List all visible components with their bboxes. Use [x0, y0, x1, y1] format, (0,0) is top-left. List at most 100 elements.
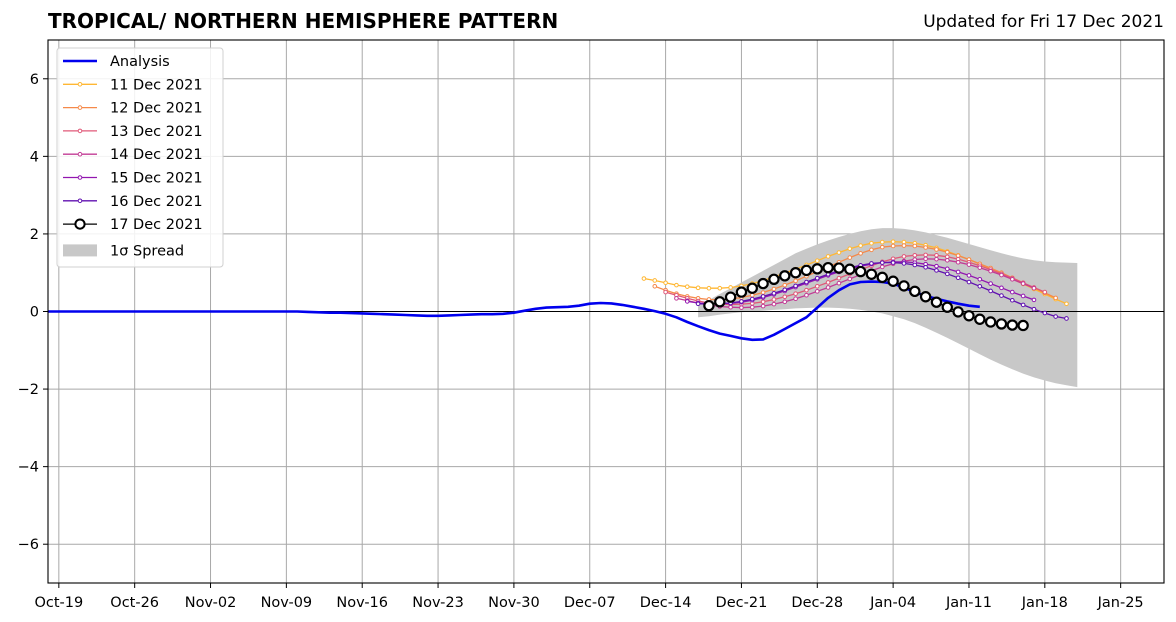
forecast-point — [652, 278, 658, 283]
forecast-point — [814, 275, 820, 281]
legend-label: 15 Dec 2021 — [110, 171, 203, 187]
forecast-point — [930, 296, 943, 308]
forecast-point — [847, 255, 853, 260]
forecast-point — [771, 286, 777, 292]
forecast-point — [890, 243, 896, 249]
forecast-point — [1064, 316, 1069, 321]
y-tick-label: 2 — [30, 227, 39, 243]
forecast-point — [684, 284, 690, 289]
forecast-point — [793, 278, 798, 284]
forecast-point — [898, 280, 910, 292]
forecast-point — [977, 283, 983, 289]
forecast-point — [739, 305, 744, 310]
forecast-point — [684, 299, 690, 304]
forecast-point — [977, 265, 983, 270]
forecast-point — [825, 254, 831, 259]
forecast-point — [825, 280, 831, 285]
updated-date-label: Updated for Fri 17 Dec 2021 — [923, 12, 1164, 32]
legend-marker — [77, 82, 83, 87]
spread-band — [698, 228, 1078, 388]
forecast-point — [757, 277, 769, 290]
x-tick-label: Oct-26 — [110, 595, 159, 611]
forecast-series — [703, 261, 1029, 332]
forecast-point — [879, 244, 885, 250]
forecast-point — [782, 299, 788, 305]
x-tick-label: Jan-18 — [1021, 595, 1068, 611]
forecast-point — [869, 247, 874, 253]
forecast-point — [663, 280, 668, 286]
forecast-point — [1042, 289, 1048, 295]
forecast-point — [919, 291, 932, 303]
forecast-point — [1053, 314, 1058, 319]
forecast-point — [1020, 302, 1026, 308]
forecast-point — [890, 239, 896, 244]
forecast-point — [749, 292, 755, 298]
forecast-series — [695, 260, 1069, 321]
forecast-point — [974, 313, 986, 325]
forecast-point — [995, 318, 1008, 330]
forecast-point — [977, 277, 983, 282]
x-tick-label: Dec-21 — [716, 595, 768, 611]
forecast-point — [847, 246, 853, 251]
forecast-point — [833, 262, 845, 274]
legend-marker — [77, 105, 83, 110]
forecast-point — [703, 299, 715, 312]
forecast-point — [652, 283, 658, 289]
forecast-point — [782, 287, 788, 293]
forecast-point — [934, 252, 939, 258]
forecast-point — [746, 282, 758, 294]
forecast-point — [804, 292, 809, 298]
x-tick-label: Nov-09 — [261, 595, 313, 611]
x-tick-label: Jan-11 — [945, 595, 992, 611]
legend-label: 12 Dec 2021 — [110, 101, 203, 117]
forecast-point — [945, 271, 950, 277]
forecast-point — [714, 296, 726, 308]
forecast-point — [1031, 306, 1037, 312]
forecast-point — [945, 258, 950, 263]
forecast-point — [1042, 310, 1048, 316]
forecast-point — [844, 263, 856, 275]
forecast-point — [760, 303, 766, 309]
forecast-point — [869, 261, 874, 266]
forecast-point — [760, 294, 766, 299]
legend: Analysis 11 Dec 2021 12 Dec 2021 13 Dec 202… — [56, 47, 224, 268]
forecast-point — [876, 271, 888, 284]
forecast-point — [749, 296, 755, 302]
forecast-point — [869, 240, 874, 246]
forecast-point — [1010, 297, 1015, 303]
forecast-point — [879, 264, 885, 270]
forecast-point — [814, 258, 820, 263]
forecast-point — [695, 301, 701, 307]
forecast-point — [945, 249, 950, 255]
forecast-point — [760, 290, 766, 295]
forecast-point — [923, 256, 928, 262]
legend-marker — [74, 218, 86, 230]
forecast-point — [728, 304, 733, 310]
forecast-point — [814, 283, 820, 289]
forecast-point — [804, 279, 809, 285]
forecast-point — [706, 285, 712, 291]
forecast-point — [825, 285, 831, 290]
y-tick-label: 0 — [30, 305, 39, 321]
forecast-point — [1053, 295, 1058, 301]
forecast-point — [934, 247, 939, 252]
legend-marker — [77, 128, 83, 134]
forecast-point — [811, 263, 823, 275]
forecast-point — [858, 243, 863, 248]
legend-label: 11 Dec 2021 — [110, 77, 203, 93]
legend-label: 17 Dec 2021 — [110, 217, 203, 233]
legend-swatch — [63, 244, 97, 257]
x-tick-label: Dec-28 — [791, 595, 843, 611]
forecast-point — [804, 287, 809, 293]
forecast-point — [836, 250, 842, 255]
forecast-point — [836, 280, 842, 286]
forecast-point — [1010, 289, 1015, 295]
forecast-point — [955, 269, 961, 275]
x-tick-label: Oct-19 — [34, 595, 83, 611]
forecast-point — [984, 316, 997, 328]
forecast-point — [695, 285, 701, 291]
forecast-point — [793, 296, 798, 302]
forecast-point — [674, 296, 679, 301]
forecast-point — [779, 270, 791, 282]
forecast-point — [1017, 319, 1029, 332]
